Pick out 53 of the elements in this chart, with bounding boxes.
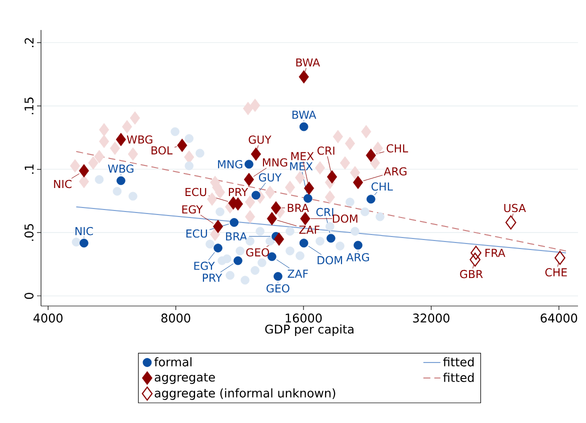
legend-label: fitted bbox=[443, 372, 474, 382]
annotation: ZAF bbox=[288, 270, 308, 278]
annotation: GUY bbox=[258, 173, 282, 182]
annotation: CHE bbox=[545, 268, 567, 276]
annotation: EGY bbox=[182, 205, 203, 214]
y-tick-label: .2 bbox=[24, 38, 34, 48]
legend-label: formal bbox=[154, 357, 192, 366]
annotation: GUY bbox=[248, 136, 272, 144]
annotation: CRI bbox=[317, 146, 334, 155]
x-tick-label: 32000 bbox=[413, 314, 450, 323]
annotation: CHL bbox=[386, 144, 408, 152]
annotation: GEO bbox=[246, 248, 270, 256]
annotation: GBR bbox=[460, 270, 483, 278]
annotation: ARG bbox=[384, 167, 406, 176]
y-tick-label: .15 bbox=[24, 98, 34, 114]
annotation: WBG bbox=[126, 135, 152, 144]
annotation: EGY bbox=[194, 262, 215, 270]
annotation: NIC bbox=[76, 226, 93, 236]
x-tick-label: 4000 bbox=[33, 314, 63, 323]
annotation: MEX bbox=[290, 162, 313, 170]
annotation: PRY bbox=[202, 274, 222, 282]
annotation: MNG bbox=[262, 158, 288, 167]
x-tick-label: 64000 bbox=[540, 314, 578, 323]
annotation: CHL bbox=[372, 182, 393, 191]
x-axis-title: GDP per capita bbox=[265, 324, 354, 336]
annotation: FRA bbox=[485, 248, 506, 257]
annotation: ZAF bbox=[299, 226, 320, 234]
annotation: NIC bbox=[54, 180, 72, 188]
y-tick-label: .05 bbox=[24, 224, 34, 241]
annotation: MEX bbox=[291, 152, 314, 160]
annotation: USA bbox=[504, 204, 526, 212]
annotation: BRA bbox=[288, 204, 309, 212]
annotation: ECU bbox=[186, 229, 207, 238]
y-tick-label: 0 bbox=[24, 292, 34, 299]
x-tick-label: 16000 bbox=[286, 314, 322, 323]
annotation: BWA bbox=[292, 110, 316, 119]
annotation: DOM bbox=[318, 256, 342, 264]
legend-label: aggregate (informal unknown) bbox=[154, 388, 336, 400]
annotation: DOM bbox=[332, 214, 358, 223]
annotation: GEO bbox=[266, 284, 290, 293]
y-tick-label: .1 bbox=[24, 164, 34, 174]
annotation: MNG bbox=[218, 160, 242, 168]
annotation: ECU bbox=[186, 188, 206, 196]
annotation: ARG bbox=[346, 253, 369, 262]
legend-label: fitted bbox=[443, 357, 474, 366]
annotation: WBG bbox=[108, 164, 134, 173]
annotation: CRI bbox=[316, 208, 334, 216]
annotation: PRY bbox=[228, 188, 248, 196]
annotation: BOL bbox=[152, 146, 173, 154]
legend-label: aggregate bbox=[154, 373, 215, 384]
annotation: BWA bbox=[296, 58, 320, 66]
x-tick-label: 8000 bbox=[161, 314, 190, 323]
annotation: BRA bbox=[226, 232, 248, 240]
